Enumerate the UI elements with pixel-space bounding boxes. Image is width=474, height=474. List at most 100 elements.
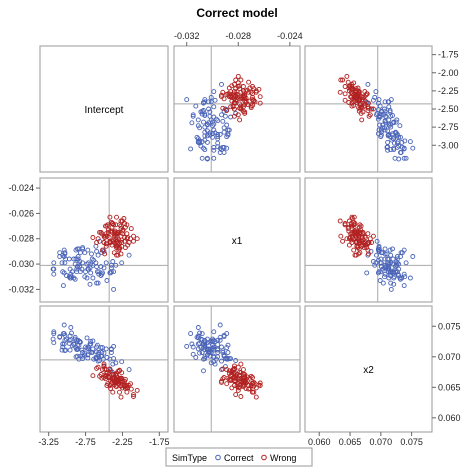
data-point-wrong xyxy=(219,92,224,98)
tick-label: -0.032 xyxy=(174,31,200,41)
data-point-correct xyxy=(212,130,218,136)
data-point-wrong xyxy=(111,229,117,235)
data-point-correct xyxy=(62,251,68,257)
data-point-correct xyxy=(207,130,213,136)
data-point-wrong xyxy=(221,96,227,102)
data-point-correct xyxy=(90,262,96,268)
data-point-correct xyxy=(68,337,74,343)
data-point-wrong xyxy=(370,106,376,112)
data-point-wrong xyxy=(228,93,234,99)
data-point-correct xyxy=(211,337,217,343)
data-point-wrong xyxy=(229,385,235,391)
data-point-correct xyxy=(212,339,218,344)
data-point-correct xyxy=(73,345,79,351)
data-point-wrong xyxy=(98,372,104,377)
data-point-correct xyxy=(382,246,388,252)
data-point-wrong xyxy=(114,378,120,384)
data-point-correct xyxy=(96,269,102,275)
data-point-correct xyxy=(217,322,223,328)
data-point-correct xyxy=(387,134,393,140)
data-point-wrong xyxy=(90,373,96,379)
data-point-correct xyxy=(382,251,388,257)
data-point-wrong xyxy=(233,392,239,398)
data-point-correct xyxy=(206,106,212,112)
data-point-correct xyxy=(201,368,206,374)
data-point-correct xyxy=(398,254,403,259)
data-point-wrong xyxy=(238,103,244,109)
data-point-correct xyxy=(95,252,101,258)
data-point-correct xyxy=(204,122,210,128)
data-point-correct xyxy=(208,360,214,366)
data-point-correct xyxy=(390,256,396,262)
data-point-correct xyxy=(85,355,91,361)
data-point-wrong xyxy=(351,247,357,253)
data-point-wrong xyxy=(237,117,243,123)
data-point-wrong xyxy=(342,97,348,103)
data-point-correct xyxy=(190,113,196,119)
data-point-correct xyxy=(111,269,117,275)
data-point-correct xyxy=(88,341,94,347)
tick-label: -2.25 xyxy=(112,437,133,447)
data-point-correct xyxy=(199,155,205,161)
data-point-wrong xyxy=(244,374,250,380)
data-point-wrong xyxy=(369,106,375,112)
data-point-correct xyxy=(204,156,210,162)
data-point-correct xyxy=(60,283,66,289)
data-point-wrong xyxy=(95,364,101,370)
data-point-correct xyxy=(398,276,403,282)
data-point-wrong xyxy=(102,251,108,257)
tick-label: 0.075 xyxy=(400,437,423,447)
data-point-correct xyxy=(397,123,403,129)
data-point-correct xyxy=(202,354,208,360)
data-point-correct xyxy=(398,134,403,140)
data-point-correct xyxy=(50,336,56,342)
data-point-correct xyxy=(402,274,408,280)
tick-label: -0.028 xyxy=(8,234,34,244)
tick-label: 0.065 xyxy=(339,437,362,447)
data-point-correct xyxy=(202,97,208,103)
data-point-wrong xyxy=(342,91,348,97)
data-point-correct xyxy=(396,266,402,272)
data-point-correct xyxy=(77,259,83,264)
data-point-wrong xyxy=(353,252,359,258)
data-point-correct xyxy=(376,269,382,275)
data-point-correct xyxy=(374,238,380,244)
data-point-correct xyxy=(394,144,400,150)
data-point-correct xyxy=(202,111,208,117)
data-point-wrong xyxy=(240,84,246,89)
data-point-correct xyxy=(202,356,208,362)
tick-label: -2.00 xyxy=(438,68,459,78)
data-point-correct xyxy=(382,106,387,112)
data-point-wrong xyxy=(357,106,363,112)
data-point-correct xyxy=(394,269,400,275)
data-point-correct xyxy=(233,358,239,363)
data-point-wrong xyxy=(231,100,237,105)
data-point-wrong xyxy=(108,381,114,387)
data-point-correct xyxy=(197,330,203,336)
data-point-correct xyxy=(211,344,217,350)
data-point-correct xyxy=(378,111,384,117)
data-point-correct xyxy=(217,334,223,340)
data-point-correct xyxy=(377,122,383,128)
data-point-correct xyxy=(373,89,379,95)
data-point-wrong xyxy=(111,375,117,381)
data-point-correct xyxy=(219,358,224,364)
data-point-wrong xyxy=(360,229,366,235)
data-point-correct xyxy=(208,117,214,123)
data-point-wrong xyxy=(257,94,263,100)
data-point-correct xyxy=(224,122,230,128)
data-point-correct xyxy=(84,345,90,351)
data-point-correct xyxy=(75,254,81,259)
data-point-correct xyxy=(387,108,393,113)
data-point-correct xyxy=(195,346,201,352)
data-point-correct xyxy=(380,250,386,256)
tick-label: 0.070 xyxy=(370,437,393,447)
data-point-correct xyxy=(386,261,392,267)
data-point-correct xyxy=(101,350,107,356)
data-point-correct xyxy=(67,347,73,353)
data-point-wrong xyxy=(247,375,253,381)
data-point-correct xyxy=(391,119,397,125)
data-point-wrong xyxy=(119,370,125,376)
data-point-correct xyxy=(225,350,231,355)
data-point-wrong xyxy=(242,110,248,116)
